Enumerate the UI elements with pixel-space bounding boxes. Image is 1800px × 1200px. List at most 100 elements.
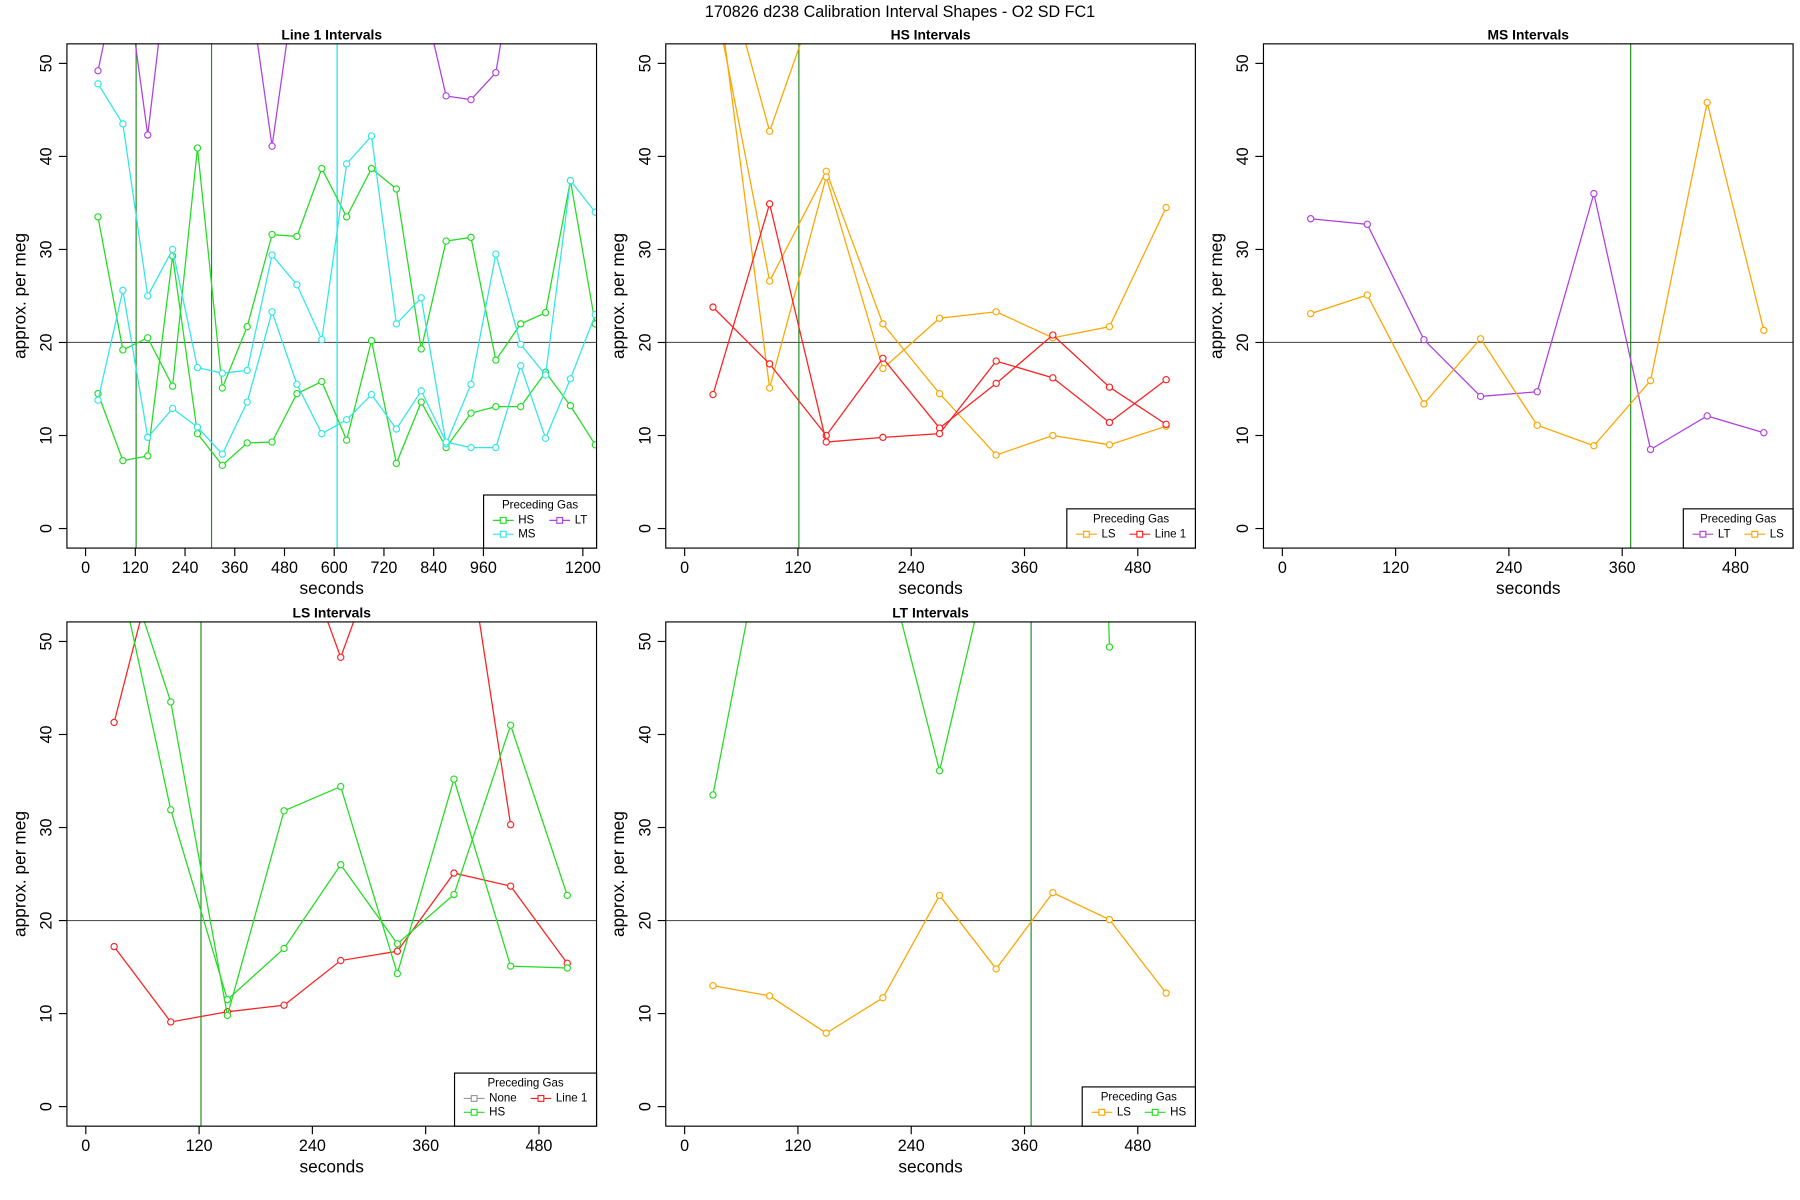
x-tick-label: 0 bbox=[81, 1137, 90, 1155]
y-tick-label: 40 bbox=[38, 147, 56, 165]
legend-label: MS bbox=[518, 528, 536, 540]
data-point bbox=[506, 721, 515, 729]
panel-title: MS Intervals bbox=[1488, 26, 1570, 42]
data-point bbox=[1703, 412, 1711, 420]
data-point bbox=[119, 286, 127, 295]
data-point bbox=[318, 377, 326, 386]
legend-marker bbox=[499, 516, 507, 524]
x-tick-label: 480 bbox=[525, 1137, 552, 1155]
data-point bbox=[591, 208, 597, 216]
y-tick-label: 40 bbox=[636, 147, 654, 165]
data-point bbox=[992, 965, 1000, 973]
legend-box bbox=[1081, 1086, 1196, 1127]
data-point bbox=[992, 308, 1000, 316]
plot-frame bbox=[665, 621, 1196, 1127]
data-point bbox=[541, 309, 550, 317]
data-point bbox=[193, 423, 202, 431]
data-point bbox=[367, 390, 376, 399]
data-point bbox=[1760, 326, 1768, 335]
data-point bbox=[193, 144, 202, 152]
data-point bbox=[822, 1029, 830, 1037]
data-point bbox=[1162, 989, 1170, 997]
legend-box bbox=[453, 1072, 598, 1127]
data-point bbox=[337, 861, 345, 869]
y-tick-label: 10 bbox=[38, 1005, 56, 1023]
data-point bbox=[765, 127, 774, 135]
x-axis-label: seconds bbox=[898, 578, 963, 598]
panel: HS Intervals 0 10 20 30 40 50 0 120 240 360 480 seco… bbox=[608, 26, 1196, 598]
x-tick-label: 240 bbox=[898, 1137, 925, 1155]
data-point bbox=[144, 433, 152, 442]
legend-title: Preceding Gas bbox=[487, 1078, 563, 1090]
data-point bbox=[506, 962, 515, 970]
legend-marker bbox=[470, 1108, 478, 1116]
legend: Preceding Gas LT LS bbox=[1682, 508, 1794, 549]
data-point bbox=[765, 200, 774, 208]
data-point bbox=[168, 245, 177, 254]
y-tick-label: 50 bbox=[1234, 54, 1252, 72]
y-tick-label: 30 bbox=[636, 240, 654, 258]
data-point bbox=[94, 80, 102, 88]
data-point bbox=[935, 767, 944, 775]
data-point bbox=[337, 782, 345, 791]
data-point bbox=[337, 956, 345, 965]
data-point bbox=[879, 433, 887, 442]
y-tick-label: 20 bbox=[636, 912, 654, 930]
y-axis-label: approx. per meg bbox=[608, 233, 628, 359]
data-point bbox=[342, 436, 351, 444]
data-point bbox=[517, 402, 525, 411]
data-point bbox=[517, 340, 525, 349]
legend-marker bbox=[556, 516, 564, 524]
data-point bbox=[268, 438, 276, 446]
panel: LT Intervals 0 10 20 30 40 50 0 120 240 360 480 seco… bbox=[608, 605, 1196, 1176]
x-tick-label: 0 bbox=[680, 559, 689, 577]
data-point bbox=[517, 362, 525, 370]
data-point bbox=[280, 807, 288, 815]
legend-marker bbox=[1151, 1108, 1159, 1116]
data-point bbox=[144, 131, 152, 139]
data-point bbox=[280, 944, 288, 953]
legend-title: Preceding Gas bbox=[502, 499, 578, 511]
panel-title: HS Intervals bbox=[891, 26, 971, 42]
data-point bbox=[110, 718, 118, 727]
y-tick-label: 20 bbox=[1234, 333, 1252, 351]
data-point bbox=[879, 994, 887, 1002]
legend: Preceding Gas HS MS LT bbox=[483, 494, 598, 549]
data-point bbox=[268, 251, 276, 259]
y-tick-label: 50 bbox=[636, 54, 654, 72]
data-point bbox=[467, 443, 475, 452]
data-point bbox=[342, 416, 351, 424]
y-tick-label: 0 bbox=[1234, 524, 1252, 533]
panel-title: LT Intervals bbox=[892, 605, 969, 621]
data-point bbox=[541, 434, 550, 442]
data-point bbox=[1306, 309, 1315, 318]
data-point bbox=[144, 452, 152, 460]
data-point bbox=[709, 791, 717, 799]
data-point bbox=[1105, 322, 1114, 331]
legend-label: LS bbox=[1101, 528, 1115, 540]
x-tick-label: 360 bbox=[412, 1137, 439, 1155]
legend-marker bbox=[470, 1094, 478, 1102]
data-point bbox=[1760, 429, 1768, 437]
data-point bbox=[1049, 331, 1057, 339]
plot-frame bbox=[665, 43, 1196, 549]
y-tick-label: 0 bbox=[38, 1102, 56, 1111]
data-point bbox=[563, 964, 571, 972]
data-point bbox=[119, 456, 127, 465]
data-point bbox=[1162, 375, 1170, 384]
data-point bbox=[935, 389, 944, 398]
data-point bbox=[992, 379, 1000, 388]
data-point bbox=[709, 303, 717, 311]
x-tick-label: 0 bbox=[680, 1137, 689, 1155]
data-point bbox=[144, 334, 152, 342]
series-line bbox=[712, 621, 1111, 796]
y-tick-label: 50 bbox=[38, 632, 56, 650]
plot-area bbox=[66, 43, 597, 549]
data-point bbox=[393, 969, 402, 978]
y-tick-label: 40 bbox=[1234, 147, 1252, 165]
legend-marker bbox=[1082, 530, 1090, 538]
data-point bbox=[442, 438, 450, 446]
panel: Line 1 Intervals 0 10 20 30 40 50 0 120 240 360 480… bbox=[9, 26, 601, 598]
